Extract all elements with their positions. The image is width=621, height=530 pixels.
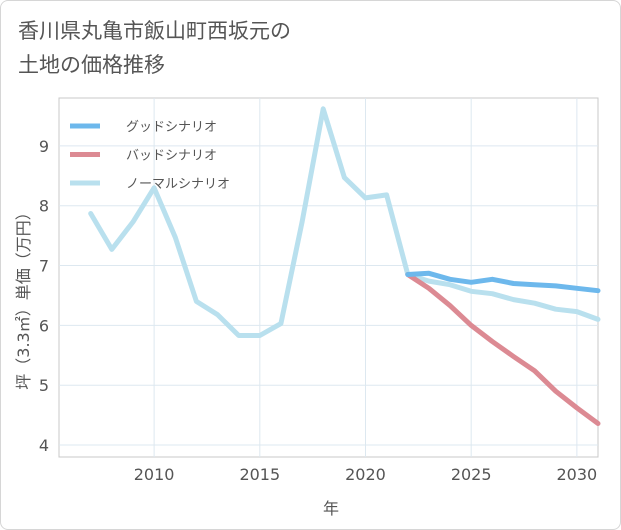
- x-tick-label: 2015: [239, 465, 280, 484]
- plot-area: [58, 97, 599, 458]
- chart-title: 香川県丸亀市飯山町西坂元の 土地の価格推移: [18, 14, 291, 82]
- y-tick-label: 5: [39, 376, 49, 395]
- x-tick-label: 2025: [451, 465, 492, 484]
- y-tick-label: 8: [39, 197, 49, 216]
- x-axis-label: 年: [323, 499, 339, 518]
- series-line-0: [405, 270, 601, 294]
- y-axis-label: 坪（3.3㎡）単価（万円）: [14, 204, 33, 389]
- series-lines: [88, 106, 601, 426]
- legend-label: ノーマルシナリオ: [126, 177, 230, 192]
- grid: [59, 98, 598, 457]
- chart-title-line-1: 香川県丸亀市飯山町西坂元の: [18, 19, 291, 43]
- legend-label: グッドシナリオ: [126, 120, 217, 135]
- y-tick-label: 6: [39, 316, 49, 335]
- legend-label: バッドシナリオ: [126, 149, 217, 164]
- x-tick-label: 2020: [345, 465, 386, 484]
- series-line-2: [88, 106, 601, 338]
- y-axis-ticks: 4 5 6 7 8 9: [39, 137, 49, 455]
- x-tick-label: 2010: [134, 465, 175, 484]
- y-tick-label: 4: [39, 436, 49, 455]
- x-axis-ticks: 2010 2015 2020 2025 2030: [134, 465, 597, 484]
- y-tick-label: 7: [39, 257, 49, 276]
- x-tick-label: 2030: [557, 465, 598, 484]
- y-tick-label: 9: [39, 137, 49, 156]
- chart-title-line-2: 土地の価格推移: [18, 53, 165, 77]
- series-line-1: [405, 272, 601, 426]
